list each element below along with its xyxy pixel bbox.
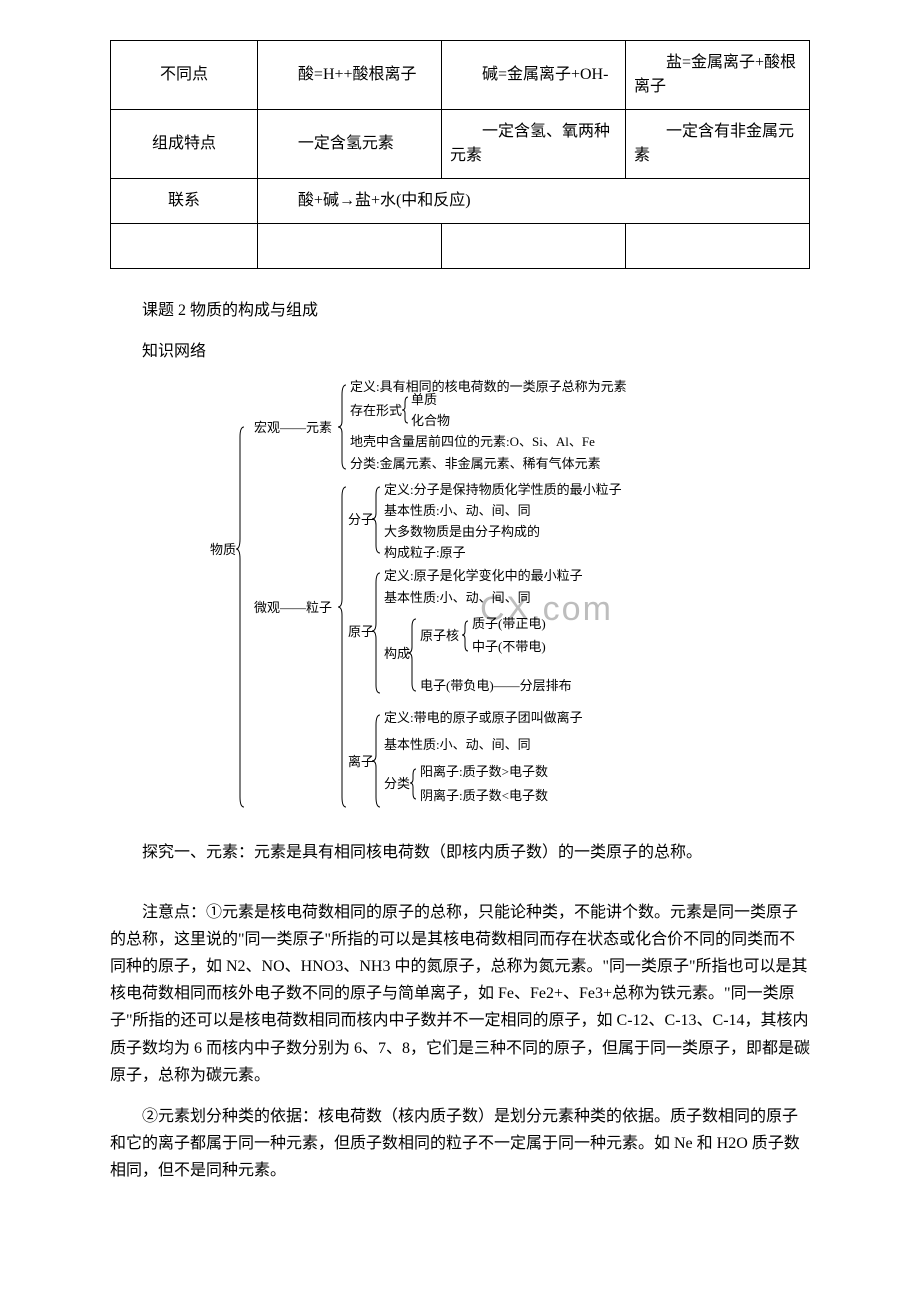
row-label: 不同点 bbox=[111, 41, 258, 110]
empty-cell bbox=[441, 224, 625, 269]
cell-base: 一定含氢、氧两种元素 bbox=[441, 110, 625, 179]
cell-acid: 酸=H++酸根离子 bbox=[257, 41, 441, 110]
table-row: 组成特点 一定含氢元素 一定含氢、氧两种元素 一定含有非金属元素 bbox=[111, 110, 810, 179]
topic-heading: 课题 2 物质的构成与组成 bbox=[110, 297, 810, 324]
table-row: 联系 酸+碱→盐+水(中和反应) bbox=[111, 179, 810, 224]
sub-heading: 知识网络 bbox=[110, 338, 810, 365]
table-empty-row bbox=[111, 224, 810, 269]
cell-base: 碱=金属离子+OH- bbox=[441, 41, 625, 110]
empty-cell bbox=[625, 224, 809, 269]
empty-cell bbox=[257, 224, 441, 269]
cell-merged: 酸+碱→盐+水(中和反应) bbox=[257, 179, 809, 224]
classification-table: 不同点 酸=H++酸根离子 碱=金属离子+OH- 盐=金属离子+酸根离子 组成特… bbox=[110, 40, 810, 269]
note-para-1: 注意点：①元素是核电荷数相同的原子的总称，只能论种类，不能讲个数。元素是同一类原… bbox=[110, 899, 810, 1089]
empty-cell bbox=[111, 224, 258, 269]
row-label: 联系 bbox=[111, 179, 258, 224]
cell-salt: 一定含有非金属元素 bbox=[625, 110, 809, 179]
explore-para: 探究一、元素：元素是具有相同核电荷数（即核内质子数）的一类原子的总称。 bbox=[110, 839, 810, 866]
knowledge-tree-diagram: CX.com bbox=[110, 379, 810, 817]
note-para-2: ②元素划分种类的依据：核电荷数（核内质子数）是划分元素种类的依据。质子数相同的原… bbox=[110, 1103, 810, 1185]
table-row: 不同点 酸=H++酸根离子 碱=金属离子+OH- 盐=金属离子+酸根离子 bbox=[111, 41, 810, 110]
document-page: 不同点 酸=H++酸根离子 碱=金属离子+OH- 盐=金属离子+酸根离子 组成特… bbox=[0, 0, 920, 1258]
cell-acid: 一定含氢元素 bbox=[257, 110, 441, 179]
row-label: 组成特点 bbox=[111, 110, 258, 179]
cell-salt: 盐=金属离子+酸根离子 bbox=[625, 41, 809, 110]
bracket-lines bbox=[210, 379, 710, 817]
